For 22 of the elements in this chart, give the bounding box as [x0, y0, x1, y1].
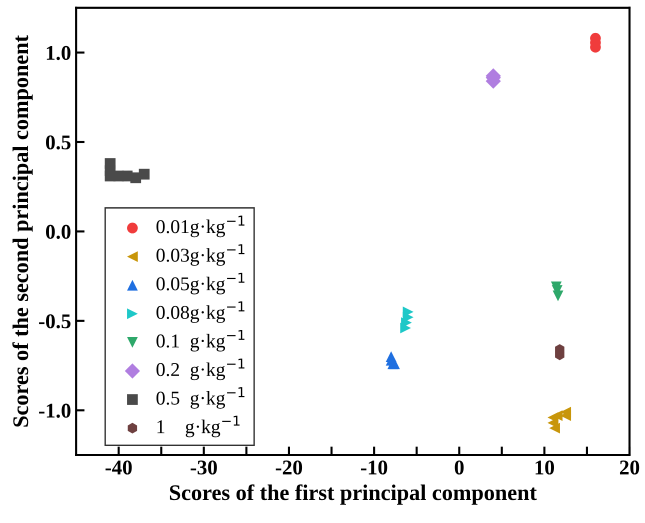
- x-tick-label: 0: [454, 460, 464, 475]
- legend-label: 0.1 g·kg$^{−1}$: [156, 330, 244, 352]
- x-tick-label: 10: [536, 460, 554, 475]
- x-axis-title: Scores of the first principal component: [170, 484, 537, 505]
- y-tick-label: 0.5: [46, 135, 70, 150]
- y-axis-title: Scores of the second principal component: [12, 35, 33, 427]
- legend-label: 1 g·kg$^{−1}$: [157, 416, 240, 438]
- x-tick-label: -20: [276, 460, 302, 475]
- x-tick-label: 20: [620, 460, 640, 475]
- legend-label: 0.03g·kg$^{−1}$: [156, 244, 244, 266]
- x-tick-label: -40: [106, 460, 132, 475]
- x-tick-label: -30: [190, 460, 217, 475]
- x-tick-label: -10: [360, 460, 388, 475]
- legend-label: 0.05g·kg$^{−1}$: [156, 272, 244, 294]
- y-tick-label: -1.0: [39, 404, 70, 418]
- y-tick-label: 0.0: [46, 224, 70, 239]
- legend-label: 0.08g·kg$^{−1}$: [156, 301, 244, 323]
- y-tick-label: -0.5: [39, 314, 70, 328]
- y-tick-label: 1.0: [46, 46, 70, 60]
- legend-label: 0.2 g·kg$^{−1}$: [156, 358, 244, 380]
- legend-label: 0.5 g·kg$^{−1}$: [156, 387, 244, 409]
- legend-label: 0.01g·kg$^{−1}$: [156, 216, 244, 238]
